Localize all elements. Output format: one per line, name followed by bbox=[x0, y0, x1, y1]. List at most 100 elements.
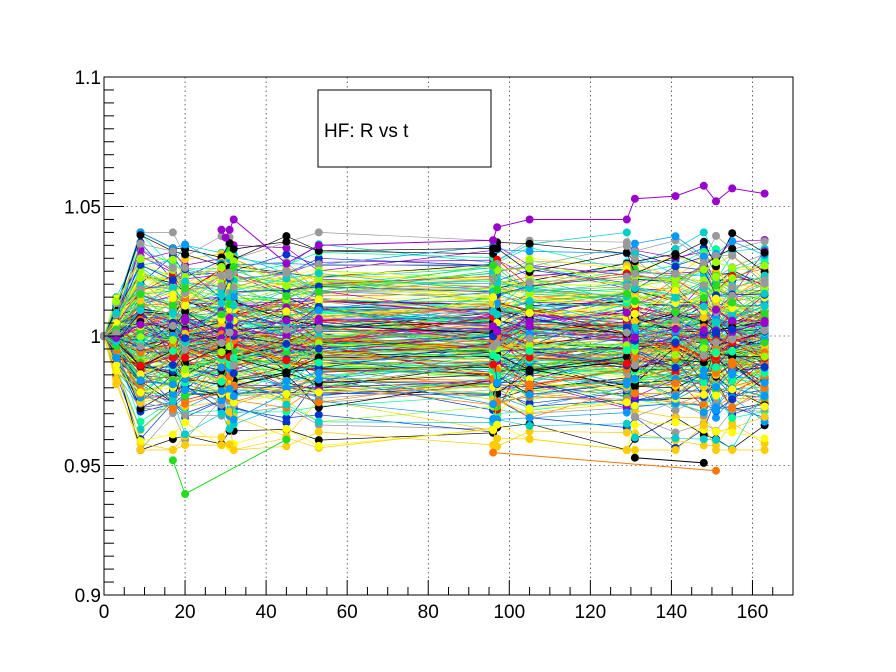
data-point bbox=[168, 396, 177, 405]
data-point bbox=[314, 375, 323, 384]
data-point bbox=[525, 413, 534, 422]
data-point bbox=[699, 408, 708, 417]
data-point bbox=[282, 243, 291, 252]
data-point bbox=[493, 244, 502, 253]
data-point bbox=[314, 228, 323, 237]
data-point bbox=[622, 282, 631, 291]
data-point bbox=[622, 228, 631, 237]
data-point bbox=[760, 237, 769, 246]
data-point bbox=[712, 435, 720, 444]
data-point bbox=[217, 377, 226, 386]
data-point bbox=[136, 425, 145, 434]
data-point bbox=[168, 228, 177, 237]
data-point bbox=[136, 239, 145, 248]
series-line bbox=[103, 232, 765, 337]
data-point bbox=[217, 409, 226, 418]
data-point bbox=[136, 231, 145, 240]
data-point bbox=[728, 274, 737, 283]
data-point bbox=[181, 240, 190, 249]
data-point bbox=[712, 413, 720, 422]
data-point bbox=[622, 419, 631, 428]
data-point bbox=[671, 379, 680, 388]
series-line bbox=[103, 259, 765, 337]
data-point bbox=[181, 399, 190, 408]
data-point bbox=[728, 229, 737, 238]
data-point bbox=[728, 395, 737, 404]
data-point bbox=[622, 428, 631, 437]
data-traces bbox=[100, 228, 769, 454]
data-point bbox=[217, 396, 226, 405]
data-point bbox=[168, 405, 177, 414]
data-point bbox=[168, 430, 177, 439]
data-point bbox=[314, 398, 323, 407]
data-point bbox=[728, 283, 737, 292]
data-point bbox=[630, 433, 639, 442]
data-point bbox=[493, 420, 502, 429]
data-point bbox=[181, 411, 190, 420]
data-point bbox=[136, 245, 145, 254]
data-point bbox=[282, 424, 291, 433]
data-point bbox=[314, 436, 323, 445]
data-point bbox=[671, 428, 680, 437]
data-point bbox=[181, 430, 190, 439]
data-point bbox=[181, 250, 190, 259]
data-point bbox=[728, 428, 737, 437]
data-point bbox=[622, 241, 631, 250]
data-point bbox=[630, 269, 639, 278]
data-point bbox=[525, 239, 534, 248]
data-point bbox=[217, 363, 226, 372]
data-point bbox=[525, 247, 534, 256]
data-point bbox=[728, 237, 737, 246]
data-point bbox=[225, 239, 234, 248]
data-point bbox=[282, 232, 291, 241]
data-point bbox=[671, 434, 680, 443]
data-point bbox=[728, 403, 737, 412]
data-point bbox=[630, 239, 639, 248]
data-point bbox=[622, 408, 631, 417]
data-point bbox=[217, 282, 226, 291]
data-point bbox=[314, 410, 323, 419]
data-point bbox=[229, 245, 238, 254]
data-point bbox=[282, 348, 291, 357]
data-point bbox=[712, 383, 720, 392]
data-point bbox=[525, 427, 534, 436]
data-point bbox=[136, 296, 145, 305]
data-point bbox=[712, 231, 720, 240]
data-point bbox=[168, 263, 177, 272]
data-point bbox=[181, 418, 190, 427]
data-point bbox=[282, 400, 291, 409]
data-point bbox=[136, 370, 145, 379]
data-point bbox=[314, 254, 323, 263]
data-point bbox=[630, 389, 639, 398]
data-point bbox=[699, 435, 708, 444]
data-point bbox=[671, 262, 680, 271]
data-point bbox=[282, 384, 291, 393]
data-point bbox=[712, 273, 720, 281]
data-point bbox=[699, 441, 708, 450]
data-point bbox=[314, 276, 323, 285]
data-point bbox=[181, 307, 190, 316]
data-point bbox=[760, 412, 769, 421]
data-point bbox=[712, 427, 720, 436]
data-point bbox=[630, 255, 639, 263]
data-point bbox=[136, 274, 145, 283]
data-point bbox=[314, 441, 323, 450]
data-point bbox=[622, 248, 631, 257]
data-point bbox=[525, 380, 534, 389]
data-point bbox=[217, 433, 226, 442]
data-point bbox=[136, 437, 145, 446]
data-point bbox=[282, 237, 291, 246]
data-point bbox=[699, 228, 708, 237]
data-point bbox=[671, 232, 680, 241]
data-point bbox=[181, 391, 190, 400]
data-point bbox=[728, 414, 737, 422]
data-point bbox=[671, 406, 680, 415]
data-point bbox=[630, 420, 639, 429]
data-point bbox=[168, 276, 177, 284]
data-point bbox=[282, 413, 291, 422]
data-point bbox=[525, 303, 534, 311]
data-point bbox=[699, 237, 708, 246]
data-point bbox=[728, 251, 737, 260]
data-point bbox=[728, 244, 737, 253]
